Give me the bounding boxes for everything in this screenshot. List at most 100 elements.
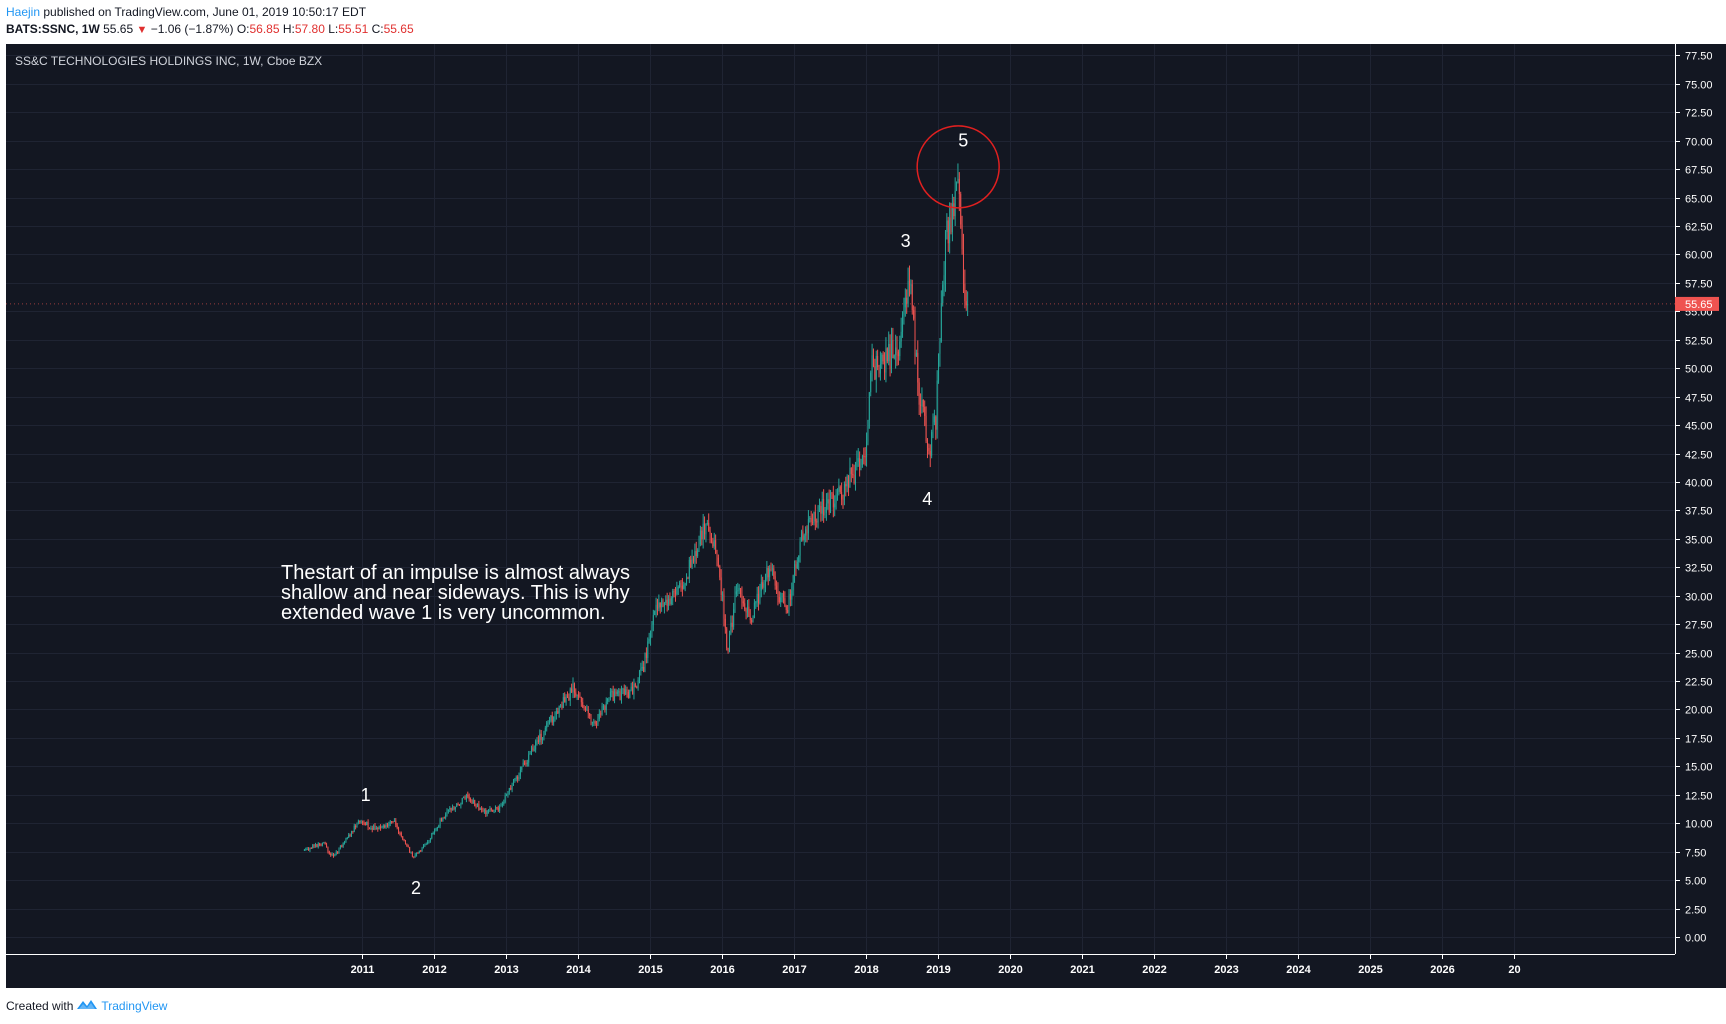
candle-body [867,420,869,442]
y-tick-label: 40.00 [1685,478,1713,490]
candle-body [650,630,652,640]
x-tick-label: 2014 [566,964,591,976]
candle-body [460,804,462,806]
candle-body [658,602,660,609]
x-tick-label: 2016 [710,964,734,976]
candle-body [914,318,916,357]
candle-body [778,597,780,603]
candle-body [521,766,523,770]
candle-body [440,819,442,822]
candle-body [388,823,390,827]
candle-body [612,691,614,701]
candle-body [410,851,412,853]
candle-body [838,486,840,492]
candle-body [382,825,384,827]
candle-body [922,399,924,407]
candle-body [357,820,359,823]
wave-5-circle [916,125,1000,209]
candle-body [640,668,642,672]
candle-body [715,540,717,553]
candle-body [350,831,352,837]
candle-body [939,341,941,354]
price-axis[interactable]: 77.50 75.00 72.50 70.00 67.50 65.00 62.50 60.00… [1675,51,1713,945]
candle-body [769,568,771,578]
candle-body [785,606,787,610]
candle-body [374,825,376,830]
candle-body [321,842,323,846]
candle-body [591,721,593,724]
candle-body [551,715,553,723]
candle-body [659,602,661,608]
candle-body [654,610,656,616]
footer: Created with TradingView [6,998,167,1013]
candle-body [368,827,370,829]
candle-body [535,741,537,750]
candle-body [953,203,955,217]
candle-body [967,303,969,306]
price-chart[interactable]: 77.50 75.00 72.50 70.00 67.50 65.00 62.50 60.00… [6,44,1726,988]
candle-body [596,723,598,725]
candle-body [633,683,635,695]
chart-area[interactable]: 77.50 75.00 72.50 70.00 67.50 65.00 62.50 60.00… [6,44,1726,988]
candle-body [393,820,395,822]
candle-body [373,825,375,830]
candle-body [627,691,629,698]
candle-body [926,441,928,449]
candle-body [375,827,377,830]
candle-body [314,844,316,847]
x-tick-label: 2026 [1430,964,1454,976]
candle-body [918,382,920,405]
candle-body [568,697,570,701]
candle-body [492,809,494,812]
y-tick-label: 67.50 [1685,165,1713,177]
candle-body [364,822,366,826]
y-tick-label: 60.00 [1685,250,1713,262]
candle-body [471,800,473,804]
candle-body [600,713,602,715]
candle-body [864,456,866,458]
candle-body [623,688,625,695]
candle-body [560,705,562,707]
candle-body [717,557,719,566]
candle-body [957,178,959,184]
candle-body [525,763,527,765]
candle-body [706,522,708,524]
candle-body [418,850,420,854]
candle-body [392,821,394,823]
candle-body [810,518,812,523]
candle-body [578,694,580,697]
candle-body [367,821,369,828]
candle-body [900,331,902,342]
x-tick-label: 2013 [494,964,518,976]
candle-body [638,671,640,680]
author-link[interactable]: Haejin [6,5,41,19]
candle-body [756,593,758,603]
candle-body [944,232,946,276]
candle-body [573,683,575,693]
candle-body [861,455,863,465]
candle-body [648,639,650,642]
candle-body [618,691,620,693]
candle-body [517,776,519,780]
tradingview-link[interactable]: TradingView [101,998,168,1013]
candle-body [380,826,382,829]
candle-body [324,842,326,845]
candle-body [863,455,865,457]
candle-body [308,848,310,851]
candle-body [839,486,841,493]
time-axis[interactable]: 2011 2012 2013 2014 2015 2016 2017 2018 2019 2020… [351,954,1521,976]
candle-body [604,706,606,710]
last-price-marker: 55.65 [6,296,1719,311]
candle-body [668,598,670,607]
candle-body [897,351,899,357]
candle-body [949,217,951,244]
candle-body [812,522,814,524]
candle-body [553,716,555,723]
candle-body [316,844,318,847]
candle-body [713,540,715,547]
candle-body [803,535,805,540]
candle-body [565,696,567,703]
candle-body [828,499,830,513]
candle-body [771,568,773,570]
candle-body [425,844,427,846]
